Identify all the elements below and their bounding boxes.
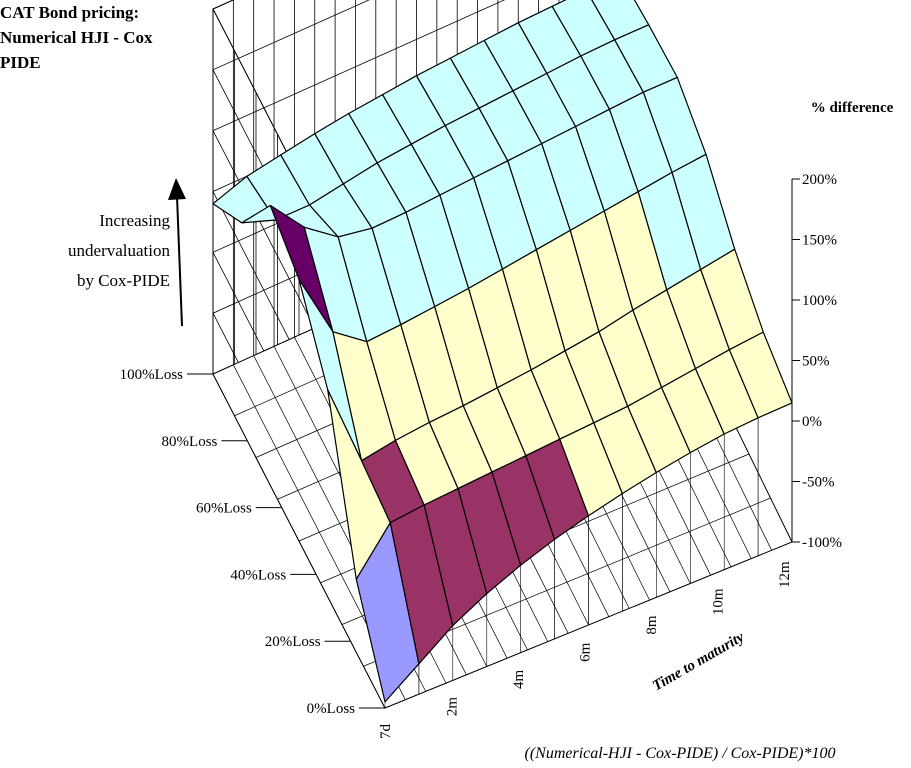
- z-axis-label: % difference: [811, 100, 894, 116]
- y-tick-label: 40%Loss: [230, 567, 286, 583]
- z-tick-label: 200%: [802, 172, 837, 188]
- annotation-line-2: undervaluation: [68, 241, 170, 260]
- y-axis-ticks: 0%Loss 20%Loss 40%Loss 60%Loss 80%Loss 100%Lo…: [120, 367, 385, 717]
- chart-title-line-3: PIDE: [0, 53, 41, 72]
- y-tick-label: 0%Loss: [307, 701, 355, 717]
- y-tick-label: 80%Loss: [162, 434, 218, 450]
- chart-title-line-2: Numerical HJI - Cox: [0, 28, 153, 47]
- footnote: ((Numerical-HJI - Cox-PIDE) / Cox-PIDE)*…: [524, 745, 835, 762]
- annotation-line-3: by Cox-PIDE: [77, 271, 170, 290]
- annotation-line-1: Increasing: [99, 211, 170, 230]
- z-tick-label: 100%: [802, 293, 837, 309]
- y-tick-label: 20%Loss: [265, 634, 321, 650]
- x-axis-label: Time to maturity: [650, 629, 747, 694]
- x-tick-label: 6m: [577, 642, 593, 662]
- y-tick-label: 60%Loss: [196, 501, 252, 517]
- surface-plot: [212, 0, 793, 709]
- z-tick-label: -100%: [802, 535, 842, 551]
- x-tick-label: 12m: [777, 561, 793, 588]
- z-tick-label: 50%: [802, 354, 830, 370]
- x-tick-label: 8m: [644, 615, 660, 635]
- x-axis-ticks: 7d 2m 4m 6m 8m 10m 12m: [378, 561, 793, 739]
- x-tick-label: 2m: [445, 697, 461, 717]
- z-tick-label: 0%: [802, 414, 822, 430]
- chart-title-line-1: CAT Bond pricing:: [0, 3, 139, 22]
- x-tick-label: 4m: [511, 669, 527, 689]
- up-arrow-icon: [168, 178, 186, 327]
- z-tick-label: -50%: [802, 475, 835, 491]
- x-tick-label: 7d: [378, 724, 394, 740]
- z-axis-ticks: 200% 150% 100% 50% 0% -50% -100%: [791, 172, 842, 551]
- x-tick-label: 10m: [710, 588, 726, 615]
- z-tick-label: 150%: [802, 233, 837, 249]
- y-tick-label: 100%Loss: [120, 367, 183, 383]
